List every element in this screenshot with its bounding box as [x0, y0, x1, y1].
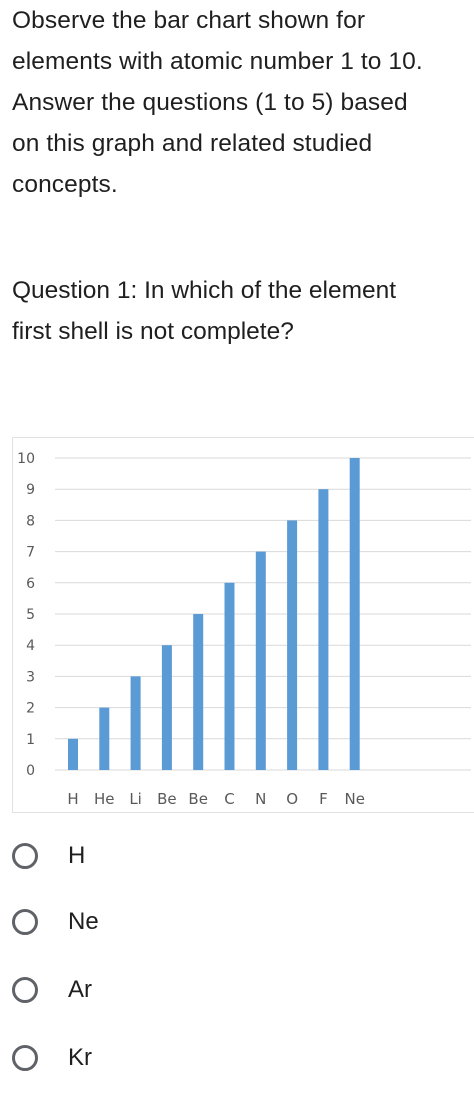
- y-tick-label: 9: [26, 482, 35, 498]
- x-tick-label: H: [67, 790, 78, 808]
- x-tick-label: N: [255, 790, 266, 808]
- bar: [130, 676, 141, 770]
- y-tick-label: 3: [26, 669, 35, 685]
- x-tick-label: C: [224, 790, 234, 808]
- y-tick-label: 8: [26, 513, 35, 529]
- bar: [68, 738, 78, 770]
- x-tick-label: Be: [157, 790, 177, 808]
- radio-button[interactable]: [12, 843, 38, 869]
- x-tick-label: O: [286, 790, 298, 808]
- question-title: Question 1: In which of the element firs…: [12, 277, 397, 345]
- bar: [318, 489, 329, 770]
- y-tick-label: 4: [26, 638, 35, 654]
- option-label: Ne: [68, 908, 99, 935]
- bar: [99, 707, 110, 770]
- option-2[interactable]: Ne: [12, 902, 99, 942]
- radio-button[interactable]: [12, 977, 38, 1003]
- x-tick-label: F: [319, 790, 328, 808]
- bar: [224, 582, 235, 770]
- x-tick-label: Ne: [344, 790, 364, 808]
- y-tick-label: 2: [26, 701, 35, 717]
- bar: [349, 458, 360, 770]
- option-1[interactable]: H: [12, 836, 85, 876]
- radio-button[interactable]: [12, 1045, 38, 1071]
- bar: [287, 520, 298, 770]
- bar: [161, 645, 172, 770]
- radio-button[interactable]: [12, 909, 38, 935]
- option-label: H: [68, 842, 86, 869]
- bar: [193, 614, 204, 770]
- bar: [255, 551, 266, 770]
- y-tick-label: 7: [26, 545, 35, 561]
- question-prompt: Observe the bar chart shown for elements…: [12, 7, 423, 198]
- option-4[interactable]: Kr: [12, 1038, 92, 1078]
- chart-svg: 0 1 2 3 4 5 6 7 8 9 10 H He Li Be Be C N O F Ne: [17, 451, 471, 808]
- option-3[interactable]: Ar: [12, 970, 92, 1010]
- x-tick-label: He: [94, 790, 115, 808]
- y-tick-label: 6: [26, 576, 35, 592]
- y-tick-label: 1: [26, 732, 35, 748]
- y-tick-label: 5: [26, 607, 35, 623]
- x-tick-label: Be: [188, 790, 208, 808]
- x-tick-label: Li: [129, 790, 142, 808]
- option-label: Ar: [68, 976, 92, 1003]
- bar-chart: 0 1 2 3 4 5 6 7 8 9 10 H He Li Be Be C N O F Ne: [12, 437, 474, 813]
- y-tick-label: 10: [17, 451, 35, 467]
- option-label: Kr: [68, 1044, 92, 1071]
- y-tick-label: 0: [26, 763, 35, 779]
